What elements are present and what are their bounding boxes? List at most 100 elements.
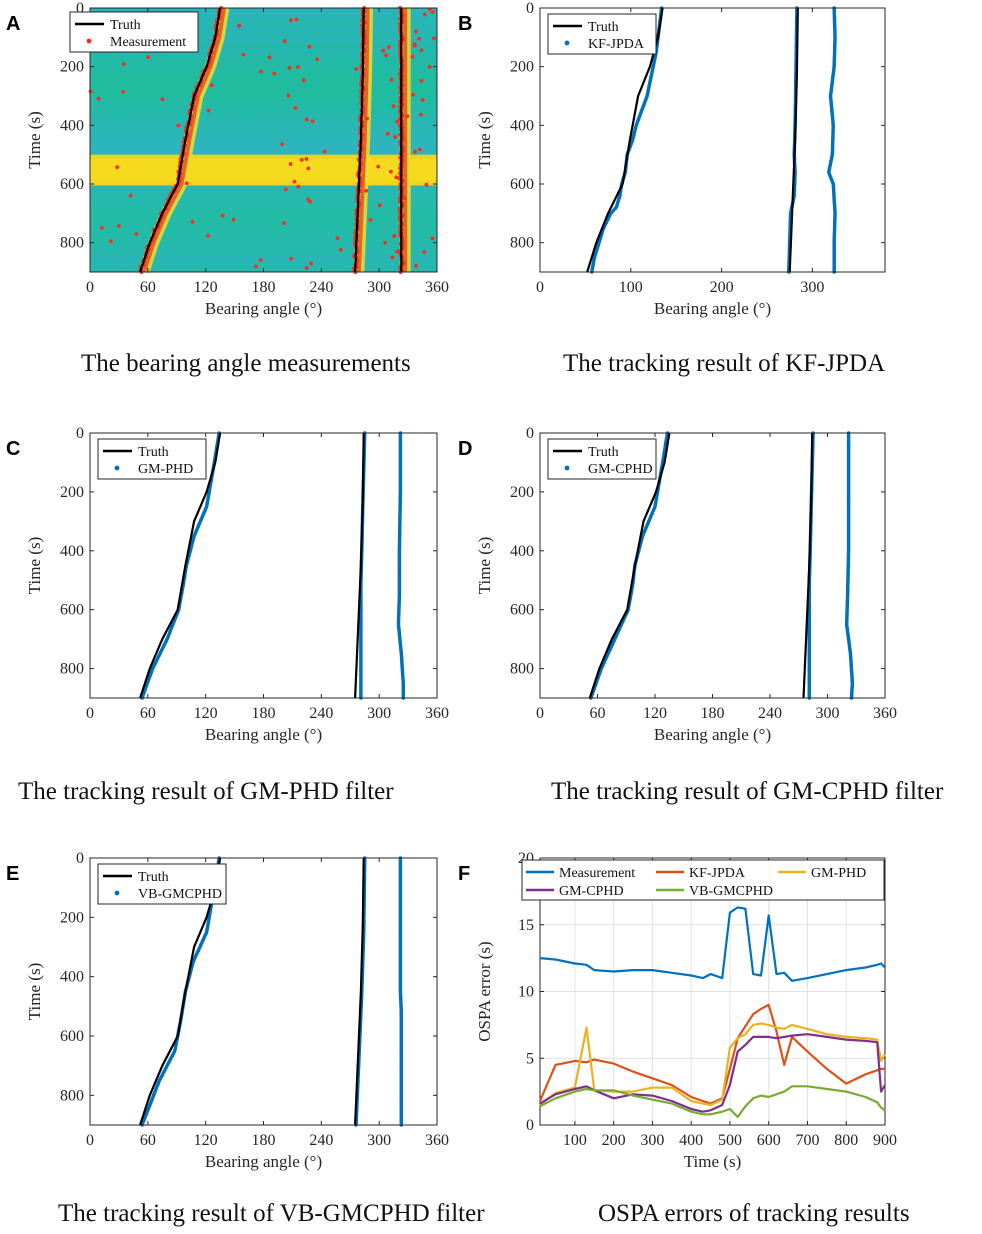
clutter-measurement xyxy=(413,149,417,154)
clutter-measurement xyxy=(301,78,306,83)
clutter-measurement xyxy=(365,116,369,121)
truth-line xyxy=(588,432,671,699)
y-axis-label: Time (s) xyxy=(25,537,44,594)
heatmap-bright-band-core xyxy=(90,158,437,182)
heatmap-streak xyxy=(90,21,437,23)
clutter-measurement xyxy=(307,44,312,49)
x-tick-label: 60 xyxy=(140,705,156,722)
y-tick-label: 800 xyxy=(60,235,84,252)
panel-a-heatmap xyxy=(88,6,437,274)
panel-e-axes: 0 60 120 180 240 300 360 0 200 400 600 800 Bearing a… xyxy=(6,850,449,1171)
x-tick-label: 60 xyxy=(140,1132,156,1149)
panel-f-axes: 100 200 300 400 500 600 700 800 90005101520Time … xyxy=(458,850,897,1171)
heatmap-track-core xyxy=(142,7,226,273)
x-tick-label: 0 xyxy=(536,279,544,296)
y-axis-label: Time (s) xyxy=(475,111,494,168)
legend-entry: VB-GMCPHD xyxy=(689,884,773,899)
clutter-measurement xyxy=(220,213,225,218)
panel-d-tracks xyxy=(588,431,855,700)
heatmap-streak xyxy=(90,139,437,142)
x-axis-label: Bearing angle (°) xyxy=(654,299,771,318)
heatmap-streak xyxy=(90,255,437,258)
legend-entry: KF-JPDA xyxy=(588,37,645,52)
clutter-measurement xyxy=(405,114,410,119)
clutter-measurement xyxy=(422,250,427,255)
series-line xyxy=(539,1085,886,1119)
clutter-measurement xyxy=(116,224,121,228)
heatmap-streak xyxy=(90,53,437,55)
panel-e-legend: Truth VB-GMCPHD xyxy=(97,863,227,905)
y-tick-label: 0 xyxy=(76,0,84,17)
panel-a-legend: Truth Measurement xyxy=(69,11,199,53)
truth-line xyxy=(354,432,365,699)
clutter-measurement xyxy=(190,219,195,224)
heatmap-streak xyxy=(90,28,437,31)
clutter-measurement xyxy=(296,65,300,69)
x-tick-label: 300 xyxy=(367,279,391,296)
x-tick-label: 240 xyxy=(309,279,333,296)
clutter-measurement xyxy=(376,164,381,169)
x-tick-label: 300 xyxy=(367,705,391,722)
x-tick-label: 120 xyxy=(194,705,218,722)
clutter-measurement xyxy=(389,169,393,174)
legend-entry: Truth xyxy=(588,445,619,460)
clutter-measurement xyxy=(121,62,126,66)
clutter-measurement xyxy=(338,247,343,252)
x-tick-label: 0 xyxy=(86,1132,94,1149)
x-tick-label: 900 xyxy=(873,1132,897,1149)
clutter-measurement xyxy=(258,258,263,262)
y-tick-label: 5 xyxy=(526,1050,534,1067)
x-tick-label: 300 xyxy=(640,1132,664,1149)
legend-entry: KF-JPDA xyxy=(689,866,746,881)
clutter-measurement xyxy=(294,17,299,22)
clutter-measurement xyxy=(368,217,373,222)
heatmap-streak xyxy=(90,70,437,72)
x-tick-label: 180 xyxy=(701,705,725,722)
clutter-measurement xyxy=(96,96,101,101)
clutter-measurement xyxy=(209,83,214,88)
y-tick-label: 400 xyxy=(60,117,84,134)
legend-box xyxy=(69,11,199,53)
clutter-measurement xyxy=(299,158,304,162)
panel-d-axes: 0 60 120 180 240 300 360 0 200 400 600 800 Bearing a… xyxy=(458,425,897,744)
heatmap-streak xyxy=(90,153,437,155)
panel-d-legend: Truth GM-CPHD xyxy=(547,438,657,480)
y-tick-label: 0 xyxy=(526,1117,534,1134)
clutter-measurement xyxy=(259,69,263,74)
panel-b-legend: Truth KF-JPDA xyxy=(547,13,657,55)
x-tick-label: 360 xyxy=(873,705,897,722)
x-tick-label: 360 xyxy=(425,705,449,722)
heatmap-streak xyxy=(90,264,437,266)
legend-entry: Measurement xyxy=(110,35,186,50)
clutter-measurement xyxy=(128,193,133,198)
x-tick-label: 200 xyxy=(602,1132,626,1149)
clutter-measurement xyxy=(391,104,396,109)
x-tick-label: 600 xyxy=(757,1132,781,1149)
truth-line xyxy=(802,432,814,699)
panel-c-axes: 0 60 120 180 240 300 360 0 200 400 600 800 Bearing a… xyxy=(6,425,449,744)
heatmap-streak xyxy=(90,100,437,103)
heatmap-streak xyxy=(90,125,437,127)
x-tick-label: 300 xyxy=(367,1132,391,1149)
x-tick-label: 240 xyxy=(309,1132,333,1149)
clutter-measurement xyxy=(304,266,309,270)
clutter-measurement xyxy=(293,106,298,110)
panel-letter: C xyxy=(6,438,20,460)
panel-c-tracks xyxy=(139,431,406,700)
clutter-measurement xyxy=(381,48,386,53)
legend-swatch-dot xyxy=(86,38,92,44)
x-axis-label: Time (s) xyxy=(684,1152,741,1171)
y-axis-label: Time (s) xyxy=(25,963,44,1020)
clutter-measurement xyxy=(304,157,309,161)
heatmap-streak xyxy=(90,48,437,50)
heatmap-streak xyxy=(90,260,437,262)
x-tick-label: 0 xyxy=(86,279,94,296)
x-tick-label: 120 xyxy=(194,279,218,296)
clutter-measurement xyxy=(286,93,291,98)
y-tick-label: 600 xyxy=(60,1028,84,1045)
clutter-measurement xyxy=(401,36,406,41)
clutter-measurement xyxy=(389,77,394,82)
x-axis-label: Bearing angle (°) xyxy=(205,1152,322,1171)
clutter-measurement xyxy=(430,10,435,15)
y-tick-label: 400 xyxy=(60,969,84,986)
